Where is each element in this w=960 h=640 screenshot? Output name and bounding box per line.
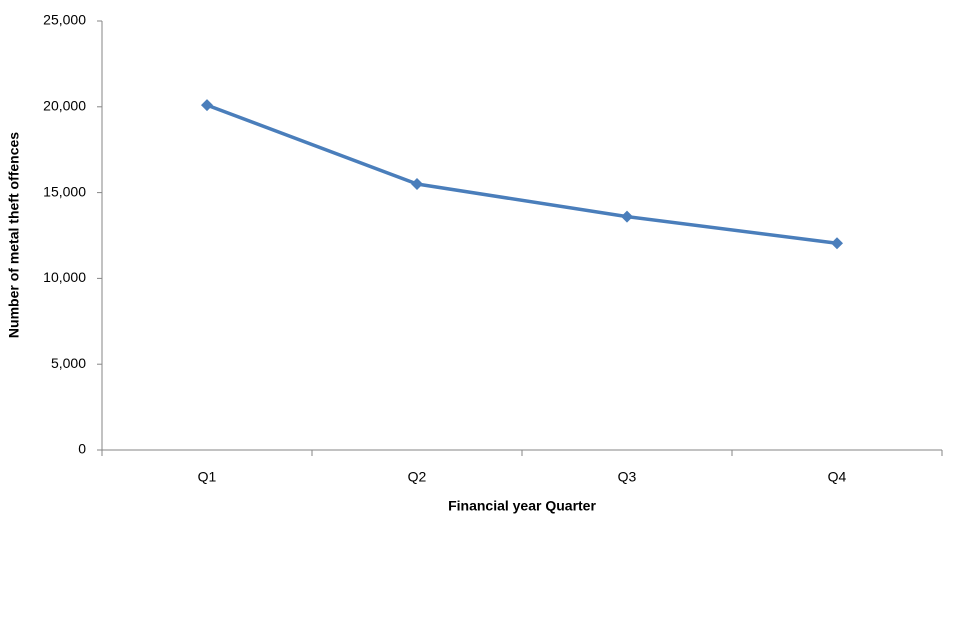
data-marker [411, 178, 423, 191]
data-marker [831, 237, 843, 250]
y-tick-label: 0 [78, 441, 86, 457]
x-tick-label: Q2 [408, 469, 427, 485]
y-tick-label: 20,000 [43, 98, 86, 114]
data-line [206, 103, 838, 245]
x-tick-label: Q3 [618, 469, 637, 485]
data-marker [201, 99, 213, 112]
x-tick-label: Q1 [198, 469, 217, 485]
y-tick-label: 25,000 [43, 12, 86, 28]
y-tick-label: 10,000 [43, 269, 86, 285]
y-tick-label: 5,000 [51, 355, 86, 371]
x-axis-title: Financial year Quarter [448, 498, 596, 514]
x-tick-label: Q4 [828, 469, 847, 485]
y-tick-label: 15,000 [43, 183, 86, 199]
y-axis-title: Number of metal theft offences [6, 132, 22, 338]
data-marker [621, 210, 633, 223]
